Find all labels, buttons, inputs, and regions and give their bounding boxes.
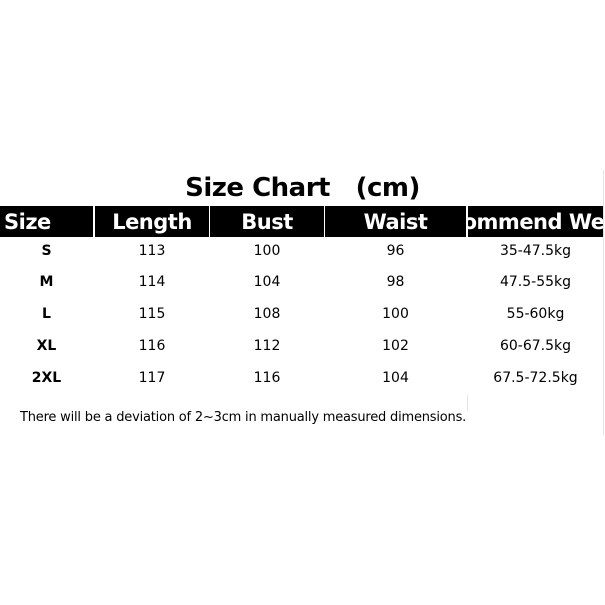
column-header: Size — [0, 206, 93, 237]
table-cell: 47.5-55kg — [499, 274, 572, 290]
column-header: Bust — [210, 206, 324, 237]
divider — [467, 395, 468, 411]
table-cell: 116 — [253, 370, 281, 386]
table-cell: 67.5-72.5kg — [493, 370, 578, 386]
size-label: M — [39, 274, 54, 290]
table-cell: 115 — [138, 306, 166, 322]
table-cell: 100 — [382, 306, 409, 322]
table-cell: 60-67.5kg — [499, 338, 572, 354]
column-header: Waist — [325, 206, 466, 237]
table-cell: 116 — [138, 338, 166, 354]
table-cell: 102 — [382, 338, 409, 354]
divider — [603, 170, 604, 435]
table-cell: 104 — [253, 274, 281, 290]
size-label: L — [42, 306, 51, 322]
table-cell: 98 — [386, 274, 405, 290]
measurement-note: There will be a deviation of 2~3cm in ma… — [20, 410, 467, 425]
size-label: 2XL — [31, 370, 62, 386]
table-cell: 112 — [253, 338, 281, 354]
table-cell: 55-60kg — [506, 306, 565, 322]
column-header: Recommend Weight — [468, 206, 603, 237]
table-cell: 117 — [138, 370, 166, 386]
column-header: Length — [95, 206, 209, 237]
table-cell: 114 — [138, 274, 166, 290]
table-cell: 104 — [382, 370, 409, 386]
table-cell: 96 — [386, 243, 405, 259]
table-cell: 113 — [138, 243, 166, 259]
size-label: S — [41, 243, 52, 259]
chart-title: Size Chart (cm) — [185, 173, 420, 203]
size-label: XL — [36, 338, 57, 354]
table-cell: 35-47.5kg — [499, 243, 572, 259]
table-cell: 108 — [253, 306, 281, 322]
table-cell: 100 — [253, 243, 281, 259]
